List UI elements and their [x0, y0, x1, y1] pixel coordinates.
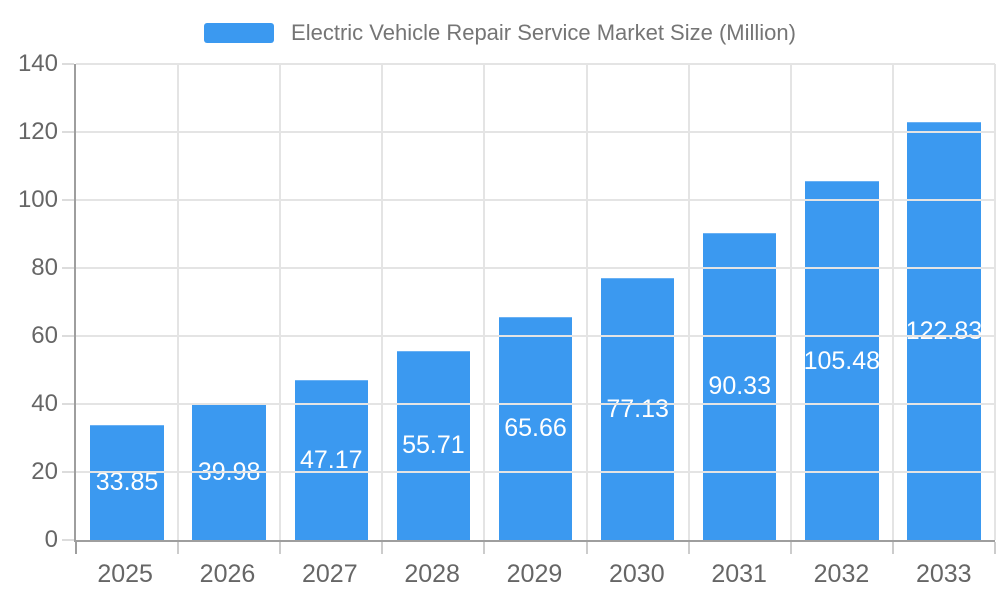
bar-value-label: 33.85 [95, 468, 159, 497]
h-gridline [76, 335, 995, 337]
bar-slot: 33.85 [76, 64, 178, 540]
bar-slot: 55.71 [382, 64, 484, 540]
v-gridline [994, 64, 996, 540]
bar-2030[interactable]: 77.13 [600, 277, 675, 540]
v-gridline [483, 64, 486, 540]
x-axis-label: 2025 [97, 560, 153, 588]
x-axis-label: 2026 [199, 560, 256, 588]
y-axis-tick [62, 539, 74, 541]
legend-label: Electric Vehicle Repair Service Market S… [291, 20, 796, 45]
bar-value-label: 77.13 [606, 394, 669, 423]
x-axis-label: 2031 [711, 560, 767, 588]
h-gridline [76, 63, 995, 65]
x-axis-tick [687, 542, 690, 554]
h-gridline [76, 471, 995, 474]
bar-value-label: 55.71 [402, 431, 465, 460]
bar-value-label: 65.66 [504, 414, 567, 443]
bar-slot: 39.98 [178, 64, 280, 540]
bars-container: 33.85 39.98 47.17 55.71 65.66 77.13 90.33 105.4… [76, 64, 995, 540]
bar-2025[interactable]: 33.85 [90, 424, 164, 540]
x-axis-tick [381, 542, 384, 554]
bar-value-label: 90.33 [708, 372, 771, 401]
y-axis-label: 60 [31, 322, 58, 349]
bar-value-label: 105.48 [803, 346, 881, 375]
y-axis-tick [62, 131, 74, 133]
y-axis-tick [62, 403, 74, 406]
v-gridline [177, 64, 180, 540]
x-axis-label: 2029 [506, 560, 563, 588]
y-axis-label: 140 [17, 50, 58, 77]
y-axis-label: 40 [31, 390, 58, 417]
bar-slot: 77.13 [587, 64, 689, 540]
v-gridline [891, 64, 894, 540]
bar-2033[interactable]: 122.83 [905, 122, 983, 540]
h-gridline [76, 199, 995, 201]
v-gridline [687, 64, 690, 540]
x-axis-label: 2033 [915, 560, 972, 588]
h-gridline [76, 403, 995, 406]
bar-value-label: 122.83 [905, 317, 983, 346]
x-axis-tick [279, 542, 282, 554]
bar-slot: 90.33 [689, 64, 791, 540]
y-axis-labels: 0 20 40 60 80 100 120 140 [0, 52, 58, 552]
v-gridline [381, 64, 384, 540]
bar-2032[interactable]: 105.48 [803, 181, 881, 540]
x-axis-tick [994, 542, 996, 554]
chart-legend[interactable]: Electric Vehicle Repair Service Market S… [0, 20, 1000, 46]
x-axis-tick [483, 542, 486, 554]
y-axis-tick [62, 63, 74, 65]
y-axis-tick [62, 199, 74, 201]
h-gridline [76, 131, 995, 133]
legend-swatch-icon [204, 23, 275, 43]
y-axis-tick [62, 335, 74, 337]
bar-2028[interactable]: 55.71 [396, 350, 471, 540]
plot-area: 33.85 39.98 47.17 55.71 65.66 77.13 90.33 105.4… [62, 63, 996, 554]
x-axis-tick [891, 542, 894, 554]
y-axis-tick [62, 267, 74, 270]
bar-2029[interactable]: 65.66 [498, 316, 573, 540]
y-axis-label: 20 [31, 458, 58, 485]
bar-2031[interactable]: 90.33 [702, 232, 777, 540]
bar-slot: 47.17 [280, 64, 382, 540]
y-axis-label: 100 [17, 186, 58, 213]
x-axis-tick [789, 542, 792, 554]
y-axis-label: 120 [17, 118, 58, 145]
x-axis-tick [177, 542, 180, 554]
h-gridline [76, 267, 995, 270]
x-axis-tick [75, 542, 77, 554]
bar-slot: 65.66 [484, 64, 586, 540]
x-axis-label: 2027 [302, 560, 358, 588]
y-axis-label: 0 [44, 526, 58, 553]
bar-slot: 122.83 [893, 64, 995, 540]
x-axis-label: 2028 [404, 560, 460, 588]
v-gridline [279, 64, 282, 540]
x-axis-label: 2030 [608, 560, 665, 588]
x-axis-labels: 2025 2026 2027 2028 2029 2030 2031 2032 2033 [74, 560, 995, 589]
v-gridline [789, 64, 792, 540]
v-gridline [585, 64, 588, 540]
x-axis-label: 2032 [813, 560, 870, 588]
y-axis-label: 80 [31, 254, 58, 281]
bar-slot: 105.48 [791, 64, 893, 540]
y-axis-tick [62, 471, 74, 474]
x-axis-tick [585, 542, 588, 554]
